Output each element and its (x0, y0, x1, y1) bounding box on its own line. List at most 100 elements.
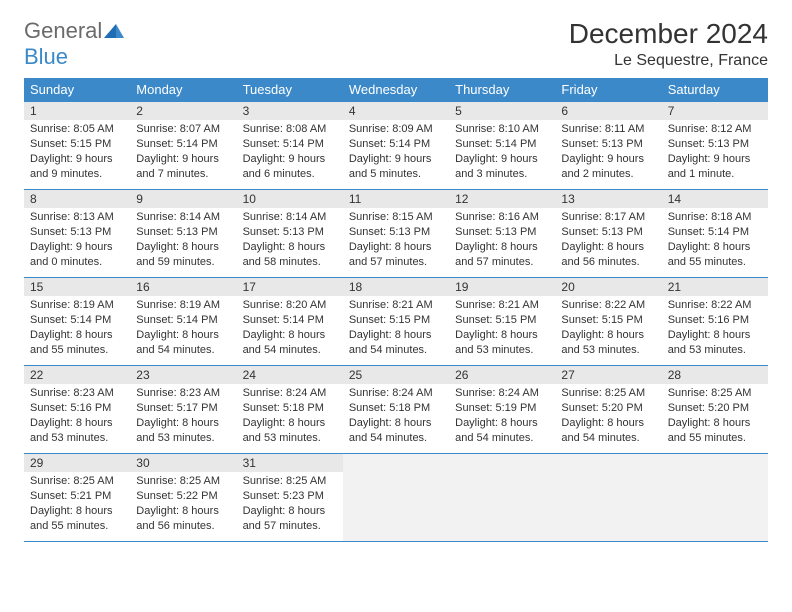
day-details: Sunrise: 8:12 AMSunset: 5:13 PMDaylight:… (662, 120, 768, 185)
logo-word-1: General (24, 18, 102, 43)
day-details: Sunrise: 8:07 AMSunset: 5:14 PMDaylight:… (130, 120, 236, 185)
calendar-cell: 4Sunrise: 8:09 AMSunset: 5:14 PMDaylight… (343, 102, 449, 190)
calendar-cell (662, 454, 768, 542)
day-details: Sunrise: 8:23 AMSunset: 5:17 PMDaylight:… (130, 384, 236, 449)
month-title: December 2024 (569, 18, 768, 50)
weekday-header: Monday (130, 78, 236, 102)
day-details: Sunrise: 8:25 AMSunset: 5:22 PMDaylight:… (130, 472, 236, 537)
calendar-cell: 11Sunrise: 8:15 AMSunset: 5:13 PMDayligh… (343, 190, 449, 278)
logo: General Blue (24, 18, 124, 70)
weekday-header: Wednesday (343, 78, 449, 102)
day-details: Sunrise: 8:25 AMSunset: 5:20 PMDaylight:… (555, 384, 661, 449)
day-number: 21 (662, 278, 768, 296)
day-number: 7 (662, 102, 768, 120)
day-details: Sunrise: 8:21 AMSunset: 5:15 PMDaylight:… (343, 296, 449, 361)
calendar-cell: 22Sunrise: 8:23 AMSunset: 5:16 PMDayligh… (24, 366, 130, 454)
header-row: General Blue December 2024 Le Sequestre,… (24, 18, 768, 70)
day-details: Sunrise: 8:11 AMSunset: 5:13 PMDaylight:… (555, 120, 661, 185)
calendar-cell: 19Sunrise: 8:21 AMSunset: 5:15 PMDayligh… (449, 278, 555, 366)
day-details: Sunrise: 8:08 AMSunset: 5:14 PMDaylight:… (237, 120, 343, 185)
day-number: 19 (449, 278, 555, 296)
day-details: Sunrise: 8:14 AMSunset: 5:13 PMDaylight:… (130, 208, 236, 273)
calendar-cell: 25Sunrise: 8:24 AMSunset: 5:18 PMDayligh… (343, 366, 449, 454)
day-number: 18 (343, 278, 449, 296)
calendar-cell: 17Sunrise: 8:20 AMSunset: 5:14 PMDayligh… (237, 278, 343, 366)
logo-word-2: Blue (24, 44, 68, 69)
day-number: 12 (449, 190, 555, 208)
calendar-cell: 2Sunrise: 8:07 AMSunset: 5:14 PMDaylight… (130, 102, 236, 190)
day-details: Sunrise: 8:10 AMSunset: 5:14 PMDaylight:… (449, 120, 555, 185)
weekday-header: Sunday (24, 78, 130, 102)
day-number: 30 (130, 454, 236, 472)
day-details: Sunrise: 8:23 AMSunset: 5:16 PMDaylight:… (24, 384, 130, 449)
calendar-cell: 5Sunrise: 8:10 AMSunset: 5:14 PMDaylight… (449, 102, 555, 190)
calendar-body: 1Sunrise: 8:05 AMSunset: 5:15 PMDaylight… (24, 102, 768, 542)
day-number: 13 (555, 190, 661, 208)
day-details: Sunrise: 8:15 AMSunset: 5:13 PMDaylight:… (343, 208, 449, 273)
day-details: Sunrise: 8:25 AMSunset: 5:23 PMDaylight:… (237, 472, 343, 537)
day-number: 20 (555, 278, 661, 296)
calendar-cell: 28Sunrise: 8:25 AMSunset: 5:20 PMDayligh… (662, 366, 768, 454)
calendar-row: 8Sunrise: 8:13 AMSunset: 5:13 PMDaylight… (24, 190, 768, 278)
logo-text: General Blue (24, 18, 124, 70)
day-number: 1 (24, 102, 130, 120)
day-details: Sunrise: 8:24 AMSunset: 5:18 PMDaylight:… (343, 384, 449, 449)
day-details: Sunrise: 8:22 AMSunset: 5:15 PMDaylight:… (555, 296, 661, 361)
day-details: Sunrise: 8:13 AMSunset: 5:13 PMDaylight:… (24, 208, 130, 273)
calendar-cell: 8Sunrise: 8:13 AMSunset: 5:13 PMDaylight… (24, 190, 130, 278)
calendar-cell: 1Sunrise: 8:05 AMSunset: 5:15 PMDaylight… (24, 102, 130, 190)
calendar-row: 1Sunrise: 8:05 AMSunset: 5:15 PMDaylight… (24, 102, 768, 190)
calendar-cell: 21Sunrise: 8:22 AMSunset: 5:16 PMDayligh… (662, 278, 768, 366)
calendar-cell: 20Sunrise: 8:22 AMSunset: 5:15 PMDayligh… (555, 278, 661, 366)
weekday-header: Tuesday (237, 78, 343, 102)
calendar-cell: 14Sunrise: 8:18 AMSunset: 5:14 PMDayligh… (662, 190, 768, 278)
day-number: 6 (555, 102, 661, 120)
day-number: 31 (237, 454, 343, 472)
day-number: 16 (130, 278, 236, 296)
calendar-cell: 7Sunrise: 8:12 AMSunset: 5:13 PMDaylight… (662, 102, 768, 190)
calendar-cell: 13Sunrise: 8:17 AMSunset: 5:13 PMDayligh… (555, 190, 661, 278)
calendar-cell: 10Sunrise: 8:14 AMSunset: 5:13 PMDayligh… (237, 190, 343, 278)
calendar-row: 29Sunrise: 8:25 AMSunset: 5:21 PMDayligh… (24, 454, 768, 542)
calendar-cell: 6Sunrise: 8:11 AMSunset: 5:13 PMDaylight… (555, 102, 661, 190)
day-details: Sunrise: 8:24 AMSunset: 5:19 PMDaylight:… (449, 384, 555, 449)
day-number: 17 (237, 278, 343, 296)
day-number: 22 (24, 366, 130, 384)
calendar-cell (343, 454, 449, 542)
day-details: Sunrise: 8:19 AMSunset: 5:14 PMDaylight:… (130, 296, 236, 361)
weekday-header: Friday (555, 78, 661, 102)
day-details: Sunrise: 8:09 AMSunset: 5:14 PMDaylight:… (343, 120, 449, 185)
day-number: 9 (130, 190, 236, 208)
weekday-header: Saturday (662, 78, 768, 102)
day-details: Sunrise: 8:19 AMSunset: 5:14 PMDaylight:… (24, 296, 130, 361)
calendar-cell: 3Sunrise: 8:08 AMSunset: 5:14 PMDaylight… (237, 102, 343, 190)
day-details: Sunrise: 8:16 AMSunset: 5:13 PMDaylight:… (449, 208, 555, 273)
day-number: 15 (24, 278, 130, 296)
day-number: 24 (237, 366, 343, 384)
day-number: 10 (237, 190, 343, 208)
day-number: 5 (449, 102, 555, 120)
day-details: Sunrise: 8:25 AMSunset: 5:20 PMDaylight:… (662, 384, 768, 449)
calendar-cell (555, 454, 661, 542)
day-number: 28 (662, 366, 768, 384)
day-number: 26 (449, 366, 555, 384)
day-details: Sunrise: 8:24 AMSunset: 5:18 PMDaylight:… (237, 384, 343, 449)
day-number: 29 (24, 454, 130, 472)
day-details: Sunrise: 8:05 AMSunset: 5:15 PMDaylight:… (24, 120, 130, 185)
title-block: December 2024 Le Sequestre, France (569, 18, 768, 70)
logo-sail-icon (104, 22, 124, 43)
calendar-cell: 16Sunrise: 8:19 AMSunset: 5:14 PMDayligh… (130, 278, 236, 366)
calendar-cell: 26Sunrise: 8:24 AMSunset: 5:19 PMDayligh… (449, 366, 555, 454)
day-details: Sunrise: 8:25 AMSunset: 5:21 PMDaylight:… (24, 472, 130, 537)
day-number: 25 (343, 366, 449, 384)
calendar-table: SundayMondayTuesdayWednesdayThursdayFrid… (24, 78, 768, 542)
day-number: 8 (24, 190, 130, 208)
calendar-cell (449, 454, 555, 542)
day-details: Sunrise: 8:14 AMSunset: 5:13 PMDaylight:… (237, 208, 343, 273)
calendar-cell: 30Sunrise: 8:25 AMSunset: 5:22 PMDayligh… (130, 454, 236, 542)
day-number: 14 (662, 190, 768, 208)
day-number: 11 (343, 190, 449, 208)
calendar-cell: 12Sunrise: 8:16 AMSunset: 5:13 PMDayligh… (449, 190, 555, 278)
day-number: 23 (130, 366, 236, 384)
day-details: Sunrise: 8:18 AMSunset: 5:14 PMDaylight:… (662, 208, 768, 273)
